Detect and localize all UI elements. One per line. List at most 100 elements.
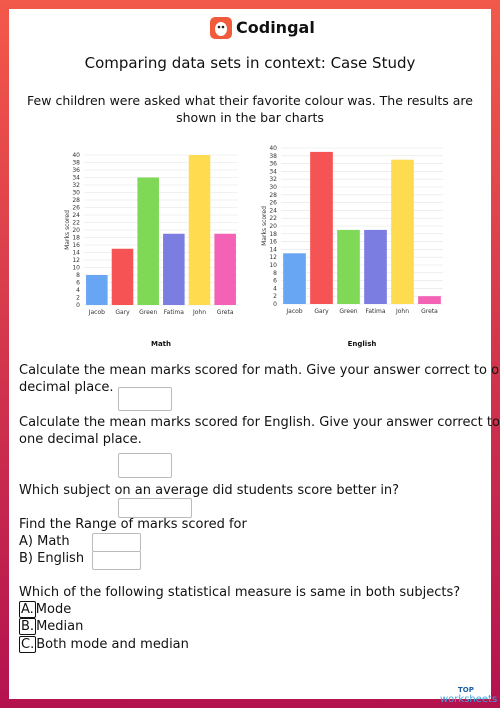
question: one decimal place. [19,432,142,447]
question: Calculate the mean marks scored for math… [19,363,500,378]
y-tick-label: 10 [269,262,277,269]
sheet [9,9,491,699]
bar [188,155,211,305]
y-tick-label: 22 [72,220,80,227]
y-axis-label: Marks scored [261,206,268,246]
x-tick-label: Fatima [365,308,385,315]
option[interactable]: C. Both mode and median [19,636,189,653]
y-tick-label: 20 [72,227,80,234]
x-tick-label: John [192,309,206,316]
y-tick-label: 36 [72,167,80,174]
y-tick-label: 16 [269,239,277,246]
y-tick-label: 32 [72,182,80,189]
bar [137,177,159,305]
y-tick-label: 34 [72,175,80,182]
question-part: A) Math [19,534,70,549]
y-tick-label: 38 [269,153,277,160]
bar [418,296,441,304]
bar [214,233,236,305]
footer-brand: worksheets [440,694,498,705]
bar [364,229,387,304]
intro-line: Few children were asked what their favor… [27,93,473,108]
y-tick-label: 18 [72,235,80,242]
y-tick-label: 26 [269,200,277,207]
x-tick-label: Greta [217,309,234,316]
x-tick-label: John [395,308,409,315]
y-tick-label: 30 [269,184,277,191]
y-tick-label: 22 [269,215,277,222]
y-tick-label: 34 [269,168,277,175]
option-text: Both mode and median [36,637,189,652]
bar [86,275,108,305]
answer-box[interactable] [92,551,141,570]
y-tick-label: 4 [273,285,277,292]
question-part: B) English [19,551,85,566]
x-tick-label: Jacob [88,309,105,316]
bar [337,229,360,304]
y-tick-label: 6 [76,280,80,287]
y-axis-label: Marks scored [64,210,71,250]
y-tick-label: 12 [72,257,80,264]
y-tick-label: 38 [72,160,80,167]
bar [310,151,333,304]
x-tick-label: Green [139,309,157,316]
y-tick-label: 40 [72,152,80,159]
question: Find the Range of marks scored for [19,517,247,532]
y-tick-label: 28 [72,197,80,204]
answer-box[interactable] [92,533,141,552]
y-tick-label: 32 [269,176,277,183]
y-tick-label: 6 [273,278,277,285]
option-letter: A. [19,601,36,618]
x-tick-label: Jacob [285,308,302,315]
y-tick-label: 10 [72,265,80,272]
y-tick-label: 14 [72,250,80,257]
y-tick-label: 4 [76,287,80,294]
x-tick-label: Fatima [164,309,184,316]
x-tick-label: Gary [115,309,130,316]
y-tick-label: 36 [269,161,277,168]
y-tick-label: 14 [269,246,277,253]
y-tick-label: 0 [76,302,80,309]
y-tick-label: 18 [269,231,277,238]
x-tick-label: Green [339,308,357,315]
answer-box[interactable] [118,387,172,411]
chart: 0246810121416182022242628303234363840Mar… [261,145,443,348]
y-tick-label: 2 [273,293,277,300]
y-tick-label: 24 [72,212,80,219]
question: Calculate the mean marks scored for Engl… [19,415,500,430]
bar [283,253,306,304]
option-letter: C. [19,636,37,653]
option-text: Median [36,619,84,634]
chart: 0246810121416182022242628303234363840Mar… [64,152,238,348]
x-tick-label: Gary [314,308,329,315]
y-tick-label: 30 [72,190,80,197]
bar [111,248,134,305]
y-tick-label: 12 [269,254,277,261]
option[interactable]: A. Mode [19,601,72,618]
y-tick-label: 40 [269,145,277,152]
y-tick-label: 28 [269,192,277,199]
footer-top: TOP [458,686,474,694]
logo-icon [210,17,232,39]
y-tick-label: 16 [72,242,80,249]
option-text: Mode [35,602,72,617]
y-tick-label: 20 [269,223,277,230]
question: Which of the following statistical measu… [19,585,461,600]
y-tick-label: 8 [76,272,80,279]
y-tick-label: 2 [76,295,80,302]
answer-box[interactable] [118,453,172,478]
y-tick-label: 24 [269,207,277,214]
option-letter: B. [19,618,37,635]
chart-title: Math [151,340,171,348]
brand: Codingal [236,18,315,37]
option[interactable]: B. Median [19,618,84,635]
y-tick-label: 0 [273,301,277,308]
question: Which subject on an average did students… [19,483,400,498]
y-tick-label: 8 [273,270,277,277]
answer-box[interactable] [118,498,192,518]
title: Comparing data sets in context: Case Stu… [84,54,416,72]
x-tick-label: Greta [421,308,438,315]
intro-line: shown in the bar charts [176,110,324,125]
bar [391,159,414,304]
